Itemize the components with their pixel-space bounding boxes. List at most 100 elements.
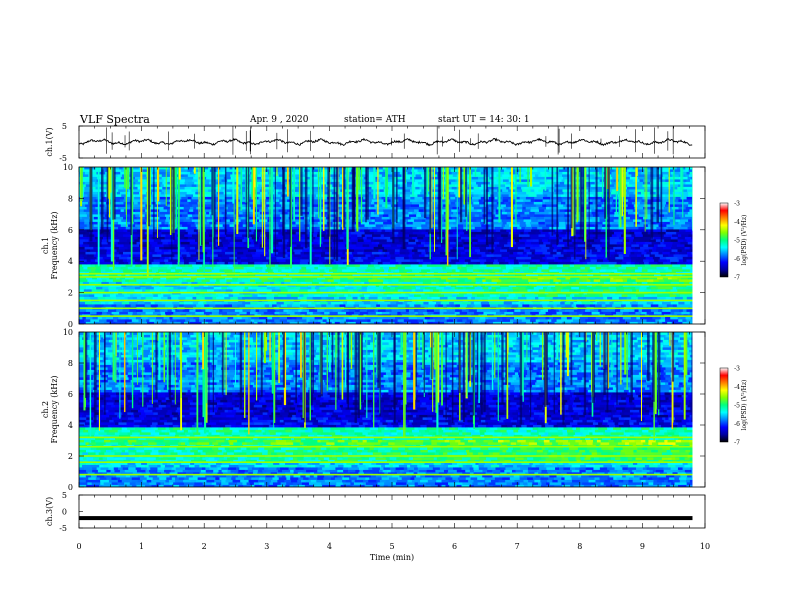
ch2-spectrogram-sferic bbox=[506, 332, 509, 354]
ch2-spectrogram-sferic bbox=[599, 332, 601, 367]
ch2-spectrogram-sferic bbox=[300, 332, 302, 378]
ch2-spectrogram-sferic bbox=[225, 332, 227, 396]
x-tick-label: 5 bbox=[389, 542, 394, 551]
ch1-spectrogram-sferic bbox=[458, 167, 461, 198]
ch2-spectrogram-sferic bbox=[113, 332, 116, 382]
ch1-spectrogram-gap bbox=[459, 167, 463, 223]
ch1-spectrogram-sferic bbox=[173, 167, 176, 188]
ch2-spectrogram-gap bbox=[423, 332, 425, 393]
ch2-spectrogram-sferic bbox=[376, 332, 378, 378]
ch2-spectrogram-sferic bbox=[112, 332, 115, 381]
ch1-spectrogram-sferic bbox=[463, 167, 466, 205]
ch2-spectrogram-sferic bbox=[166, 332, 169, 390]
ch2-spectrogram-sferic bbox=[83, 332, 86, 411]
ch2-spectrogram-gap bbox=[445, 332, 447, 420]
ch1-spectrogram-sferic bbox=[360, 167, 363, 224]
ch2-spectrogram-sferic bbox=[560, 332, 562, 415]
ch1-spectrogram-gap bbox=[485, 167, 489, 245]
ch2-spectrogram-gap bbox=[212, 332, 214, 413]
ch2-spectrogram-sferic bbox=[131, 332, 134, 409]
ch1-spectrogram-hum-line bbox=[79, 283, 693, 286]
ch2-spectrogram-sferic bbox=[491, 332, 494, 390]
ch1-spectrogram-colorbar-tick: -5 bbox=[734, 238, 740, 245]
ch1-spectrogram-sferic bbox=[445, 167, 448, 256]
ch1-spectrogram-sferic bbox=[498, 167, 501, 223]
ch2-spectrogram-colorbar-tick: -7 bbox=[734, 440, 740, 447]
ch2-spectrogram-hum-line bbox=[79, 461, 693, 463]
ch2-spectrogram-sferic bbox=[248, 332, 250, 435]
ch1-spectrogram-sferic bbox=[434, 167, 435, 252]
ch1-spectrogram-sferic bbox=[198, 167, 200, 260]
x-tick-label: 6 bbox=[452, 542, 457, 551]
ch1-spectrogram-sferic bbox=[240, 167, 243, 211]
ch1-spectrogram-sferic bbox=[276, 167, 278, 176]
ch1-spectrogram-gap bbox=[403, 167, 406, 250]
start-time-label: start UT = 14: 30: 1 bbox=[438, 115, 530, 125]
ch1-spectrogram-gap bbox=[424, 167, 427, 219]
ch2-spectrogram-gap bbox=[472, 332, 475, 416]
ch1-spectrogram-gap bbox=[248, 167, 250, 239]
ch2-spectrogram-gap bbox=[592, 332, 596, 403]
ch1-spectrogram-sferic bbox=[253, 167, 256, 188]
ch2-spectrogram-ytick: 10 bbox=[63, 328, 73, 337]
ch1-spectrogram-gap bbox=[570, 167, 573, 229]
ch1-spectrogram-sferic bbox=[318, 167, 320, 219]
ch2-spectrogram-gap bbox=[476, 332, 479, 400]
ch2-spectrogram-gap bbox=[652, 332, 655, 402]
ch1-spectrogram-gap bbox=[172, 167, 175, 240]
x-tick-label: 7 bbox=[515, 542, 520, 551]
ch1-spectrogram-sferic bbox=[635, 167, 637, 227]
ch1-spectrogram-ylabel: Frequency (kHz) bbox=[50, 211, 59, 279]
ch1-spectrogram-gap bbox=[343, 167, 346, 228]
ch2-spectrogram-sferic bbox=[171, 332, 173, 379]
ch1-spectrogram-sferic bbox=[110, 167, 114, 262]
ch1-spectrogram-sferic bbox=[169, 167, 172, 236]
ch1-spectrogram-hum-line bbox=[79, 291, 693, 294]
ch2-spectrogram-gap bbox=[104, 332, 106, 381]
ch2-spectrogram-sferic bbox=[344, 332, 347, 388]
ch2-spectrogram-sferic bbox=[196, 332, 199, 378]
ch2-spectrogram-gap bbox=[630, 332, 633, 400]
ch2-spectrogram-colorbar bbox=[719, 367, 729, 443]
ch2-spectrogram-sferic bbox=[556, 332, 558, 359]
ch2-spectrogram-sferic bbox=[278, 332, 280, 384]
ch2-spectrogram-gap bbox=[505, 332, 508, 385]
ch1-spectrogram-gap bbox=[211, 167, 214, 216]
ch1-spectrogram-sferic bbox=[576, 167, 578, 223]
ch2-spectrogram-hum-line bbox=[79, 473, 693, 476]
ch2-spectrogram-sferic bbox=[223, 332, 225, 389]
ch2-spectrogram-gap bbox=[543, 332, 547, 407]
ch1-spectrogram-sferic bbox=[110, 167, 112, 193]
ch2-spectrogram-sferic bbox=[113, 332, 115, 355]
date-label: Apr. 9 , 2020 bbox=[250, 115, 309, 125]
ch2-spectrogram-ytick: 2 bbox=[68, 452, 73, 461]
ch2-spectrogram-gap bbox=[93, 332, 97, 423]
ch2-spectrogram-sferic bbox=[437, 332, 440, 403]
ch1-spectrogram-sferic bbox=[618, 167, 621, 228]
ch1-spectrogram-sferic bbox=[232, 167, 235, 204]
ch2-spectrogram-gap bbox=[657, 332, 661, 410]
ch2-spectrogram-hum-line bbox=[79, 445, 693, 448]
ch2-spectrogram-gap bbox=[295, 332, 298, 404]
ch2-spectrogram-sferic bbox=[151, 332, 153, 404]
x-tick-label: 4 bbox=[327, 542, 332, 551]
ch2-spectrogram-sferic bbox=[158, 332, 161, 381]
ch2-spectrogram-sferic bbox=[348, 332, 351, 359]
ch2-spectrogram-sferic bbox=[342, 332, 345, 337]
ch2-spectrogram-gap bbox=[570, 332, 573, 386]
ch1-spectrogram-heatmap bbox=[79, 167, 705, 324]
ch2-spectrogram-colorbar-tick: -4 bbox=[734, 384, 740, 391]
ch1-spectrogram-gap bbox=[392, 167, 395, 244]
ch1-spectrogram-gap bbox=[113, 167, 116, 220]
ch1-spectrogram-sferic bbox=[269, 167, 271, 269]
ch2-spectrogram-ytick: 8 bbox=[68, 359, 73, 368]
ch1-spectrogram-sferic bbox=[193, 167, 196, 174]
ch2-spectrogram-sferic bbox=[434, 332, 437, 370]
ch1-spectrogram-gap bbox=[395, 167, 398, 223]
ch1-spectrogram-ytick: 0 bbox=[68, 320, 73, 329]
ch2-spectrogram-sferic bbox=[89, 332, 92, 444]
ch1-spectrogram-sferic bbox=[286, 167, 289, 197]
x-tick-label: 0 bbox=[76, 542, 81, 551]
ch1-spectrogram-colorbar-tick: -4 bbox=[734, 219, 740, 226]
